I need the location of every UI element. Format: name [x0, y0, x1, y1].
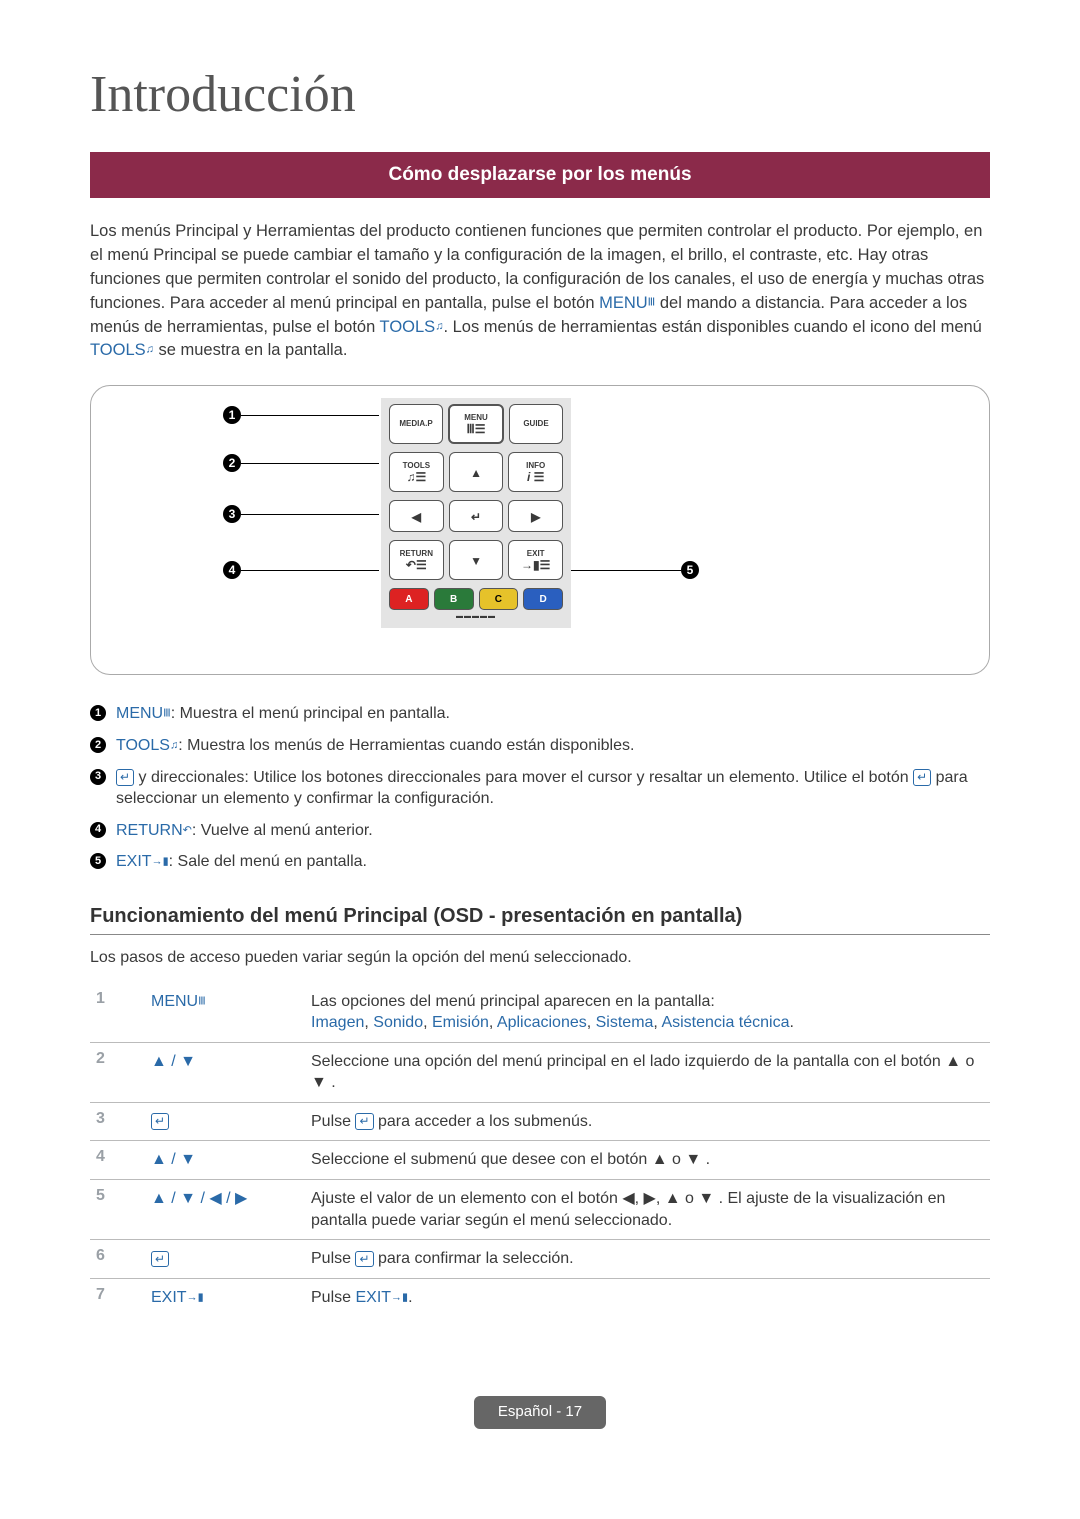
- remote-btn-menu: MENUⅢ☰: [448, 404, 504, 444]
- table-row: 5 ▲ / ▼ / ◀ / ▶ Ajuste el valor de un el…: [90, 1180, 990, 1240]
- table-row: 2 ▲ / ▼ Seleccione una opción del menú p…: [90, 1042, 990, 1102]
- enter-icon: ↵: [151, 1251, 169, 1267]
- table-row: 7 EXIT→▮ Pulse EXIT→▮.: [90, 1278, 990, 1316]
- step-desc-6: Pulse ↵ para confirmar la selección.: [305, 1240, 990, 1279]
- legend-item-3: 3 ↵ y direccionales: Utilice los botones…: [90, 767, 990, 810]
- enter-icon: ↵: [913, 769, 931, 785]
- callout-5: 5: [681, 561, 699, 579]
- step-num-6: 6: [90, 1240, 145, 1279]
- remote-btn-mediap: MEDIA.P: [389, 404, 443, 444]
- step-desc-5: Ajuste el valor de un elemento con el bo…: [305, 1180, 990, 1240]
- intro-text-3: . Los menús de herramientas están dispon…: [443, 318, 981, 336]
- remote-btn-return: RETURN↶☰: [389, 540, 444, 580]
- intro-text-4: se muestra en la pantalla.: [154, 341, 348, 359]
- remote-btn-up: ▲: [449, 452, 504, 492]
- legend-list: 1 MENUⅢ: Muestra el menú principal en pa…: [90, 703, 990, 873]
- remote-btn-tools: TOOLS♫☰: [389, 452, 444, 492]
- table-row: 3 ↵ Pulse ↵ para acceder a los submenús.: [90, 1102, 990, 1141]
- step-desc-2: Seleccione una opción del menú principal…: [305, 1042, 990, 1102]
- remote-btn-color-c: C: [479, 588, 519, 610]
- step-btn-2: ▲ / ▼: [145, 1042, 305, 1102]
- step-num-3: 3: [90, 1102, 145, 1141]
- legend-num-2: 2: [90, 737, 106, 753]
- remote-btn-color-b: B: [434, 588, 474, 610]
- callout-1: 1: [223, 406, 241, 424]
- legend-num-3: 3: [90, 769, 106, 785]
- tools-keyword-2: TOOLS♫: [90, 341, 154, 359]
- callout-3: 3: [223, 505, 241, 523]
- legend-num-4: 4: [90, 822, 106, 838]
- tools-keyword: TOOLS♫: [380, 318, 444, 336]
- callout-2: 2: [223, 454, 241, 472]
- step-desc-4: Seleccione el submenú que desee con el b…: [305, 1141, 990, 1180]
- remote-btn-exit: EXIT→▮☰: [508, 540, 563, 580]
- legend-label-return: RETURN↶: [116, 822, 192, 839]
- step-num-7: 7: [90, 1278, 145, 1316]
- step-desc-7: Pulse EXIT→▮.: [305, 1278, 990, 1316]
- page-title: Introducción: [90, 60, 990, 130]
- legend-item-2: 2 TOOLS♫: Muestra los menús de Herramien…: [90, 735, 990, 757]
- step-btn-6: ↵: [145, 1240, 305, 1279]
- enter-icon: ↵: [355, 1113, 373, 1129]
- legend-label-exit: EXIT→▮: [116, 853, 169, 870]
- step-btn-1: MENUⅢ: [145, 983, 305, 1043]
- legend-item-4: 4 RETURN↶: Vuelve al menú anterior.: [90, 820, 990, 842]
- remote-btn-color-a: A: [389, 588, 429, 610]
- step-num-4: 4: [90, 1141, 145, 1180]
- table-row: 4 ▲ / ▼ Seleccione el submenú que desee …: [90, 1141, 990, 1180]
- remote-btn-left: ◀: [389, 500, 444, 532]
- steps-table: 1 MENUⅢ Las opciones del menú principal …: [90, 983, 990, 1317]
- page-footer: Español - 17: [90, 1396, 990, 1428]
- intro-paragraph: Los menús Principal y Herramientas del p…: [90, 220, 990, 364]
- remote-btn-color-d: D: [523, 588, 563, 610]
- legend-label-tools: TOOLS♫: [116, 737, 178, 754]
- step-num-2: 2: [90, 1042, 145, 1102]
- table-row: 1 MENUⅢ Las opciones del menú principal …: [90, 983, 990, 1043]
- legend-item-5: 5 EXIT→▮: Sale del menú en pantalla.: [90, 851, 990, 873]
- legend-num-1: 1: [90, 705, 106, 721]
- step-desc-1: Las opciones del menú principal aparecen…: [305, 983, 990, 1043]
- remote-diagram: 1 2 3 4 5 MEDIA.P MENUⅢ☰ GUIDE TOOLS♫☰ ▲…: [90, 385, 990, 675]
- legend-item-1: 1 MENUⅢ: Muestra el menú principal en pa…: [90, 703, 990, 725]
- step-btn-4: ▲ / ▼: [145, 1141, 305, 1180]
- legend-num-5: 5: [90, 853, 106, 869]
- callout-4: 4: [223, 561, 241, 579]
- step-num-1: 1: [90, 983, 145, 1043]
- step-btn-5: ▲ / ▼ / ◀ / ▶: [145, 1180, 305, 1240]
- steps-intro: Los pasos de acceso pueden variar según …: [90, 947, 990, 969]
- remote-dots: ▬▬▬▬▬: [389, 612, 563, 621]
- legend-label-menu: MENUⅢ: [116, 705, 171, 722]
- remote-buttons: MEDIA.P MENUⅢ☰ GUIDE TOOLS♫☰ ▲ INFOi ☰ ◀…: [381, 398, 571, 627]
- enter-icon: ↵: [355, 1251, 373, 1267]
- footer-page-label: Español - 17: [474, 1396, 606, 1428]
- menu-keyword: MENUⅢ: [599, 294, 655, 312]
- enter-icon: ↵: [151, 1113, 169, 1129]
- step-num-5: 5: [90, 1180, 145, 1240]
- step-btn-3: ↵: [145, 1102, 305, 1141]
- remote-btn-down: ▼: [449, 540, 504, 580]
- remote-btn-enter: ↵: [449, 500, 504, 532]
- remote-btn-info: INFOi ☰: [508, 452, 563, 492]
- step-desc-3: Pulse ↵ para acceder a los submenús.: [305, 1102, 990, 1141]
- enter-icon: ↵: [116, 769, 134, 785]
- step-btn-7: EXIT→▮: [145, 1278, 305, 1316]
- osd-sub-heading: Funcionamiento del menú Principal (OSD -…: [90, 903, 990, 935]
- table-row: 6 ↵ Pulse ↵ para confirmar la selección.: [90, 1240, 990, 1279]
- remote-btn-right: ▶: [508, 500, 563, 532]
- remote-btn-guide: GUIDE: [509, 404, 563, 444]
- section-heading-bar: Cómo desplazarse por los menús: [90, 152, 990, 198]
